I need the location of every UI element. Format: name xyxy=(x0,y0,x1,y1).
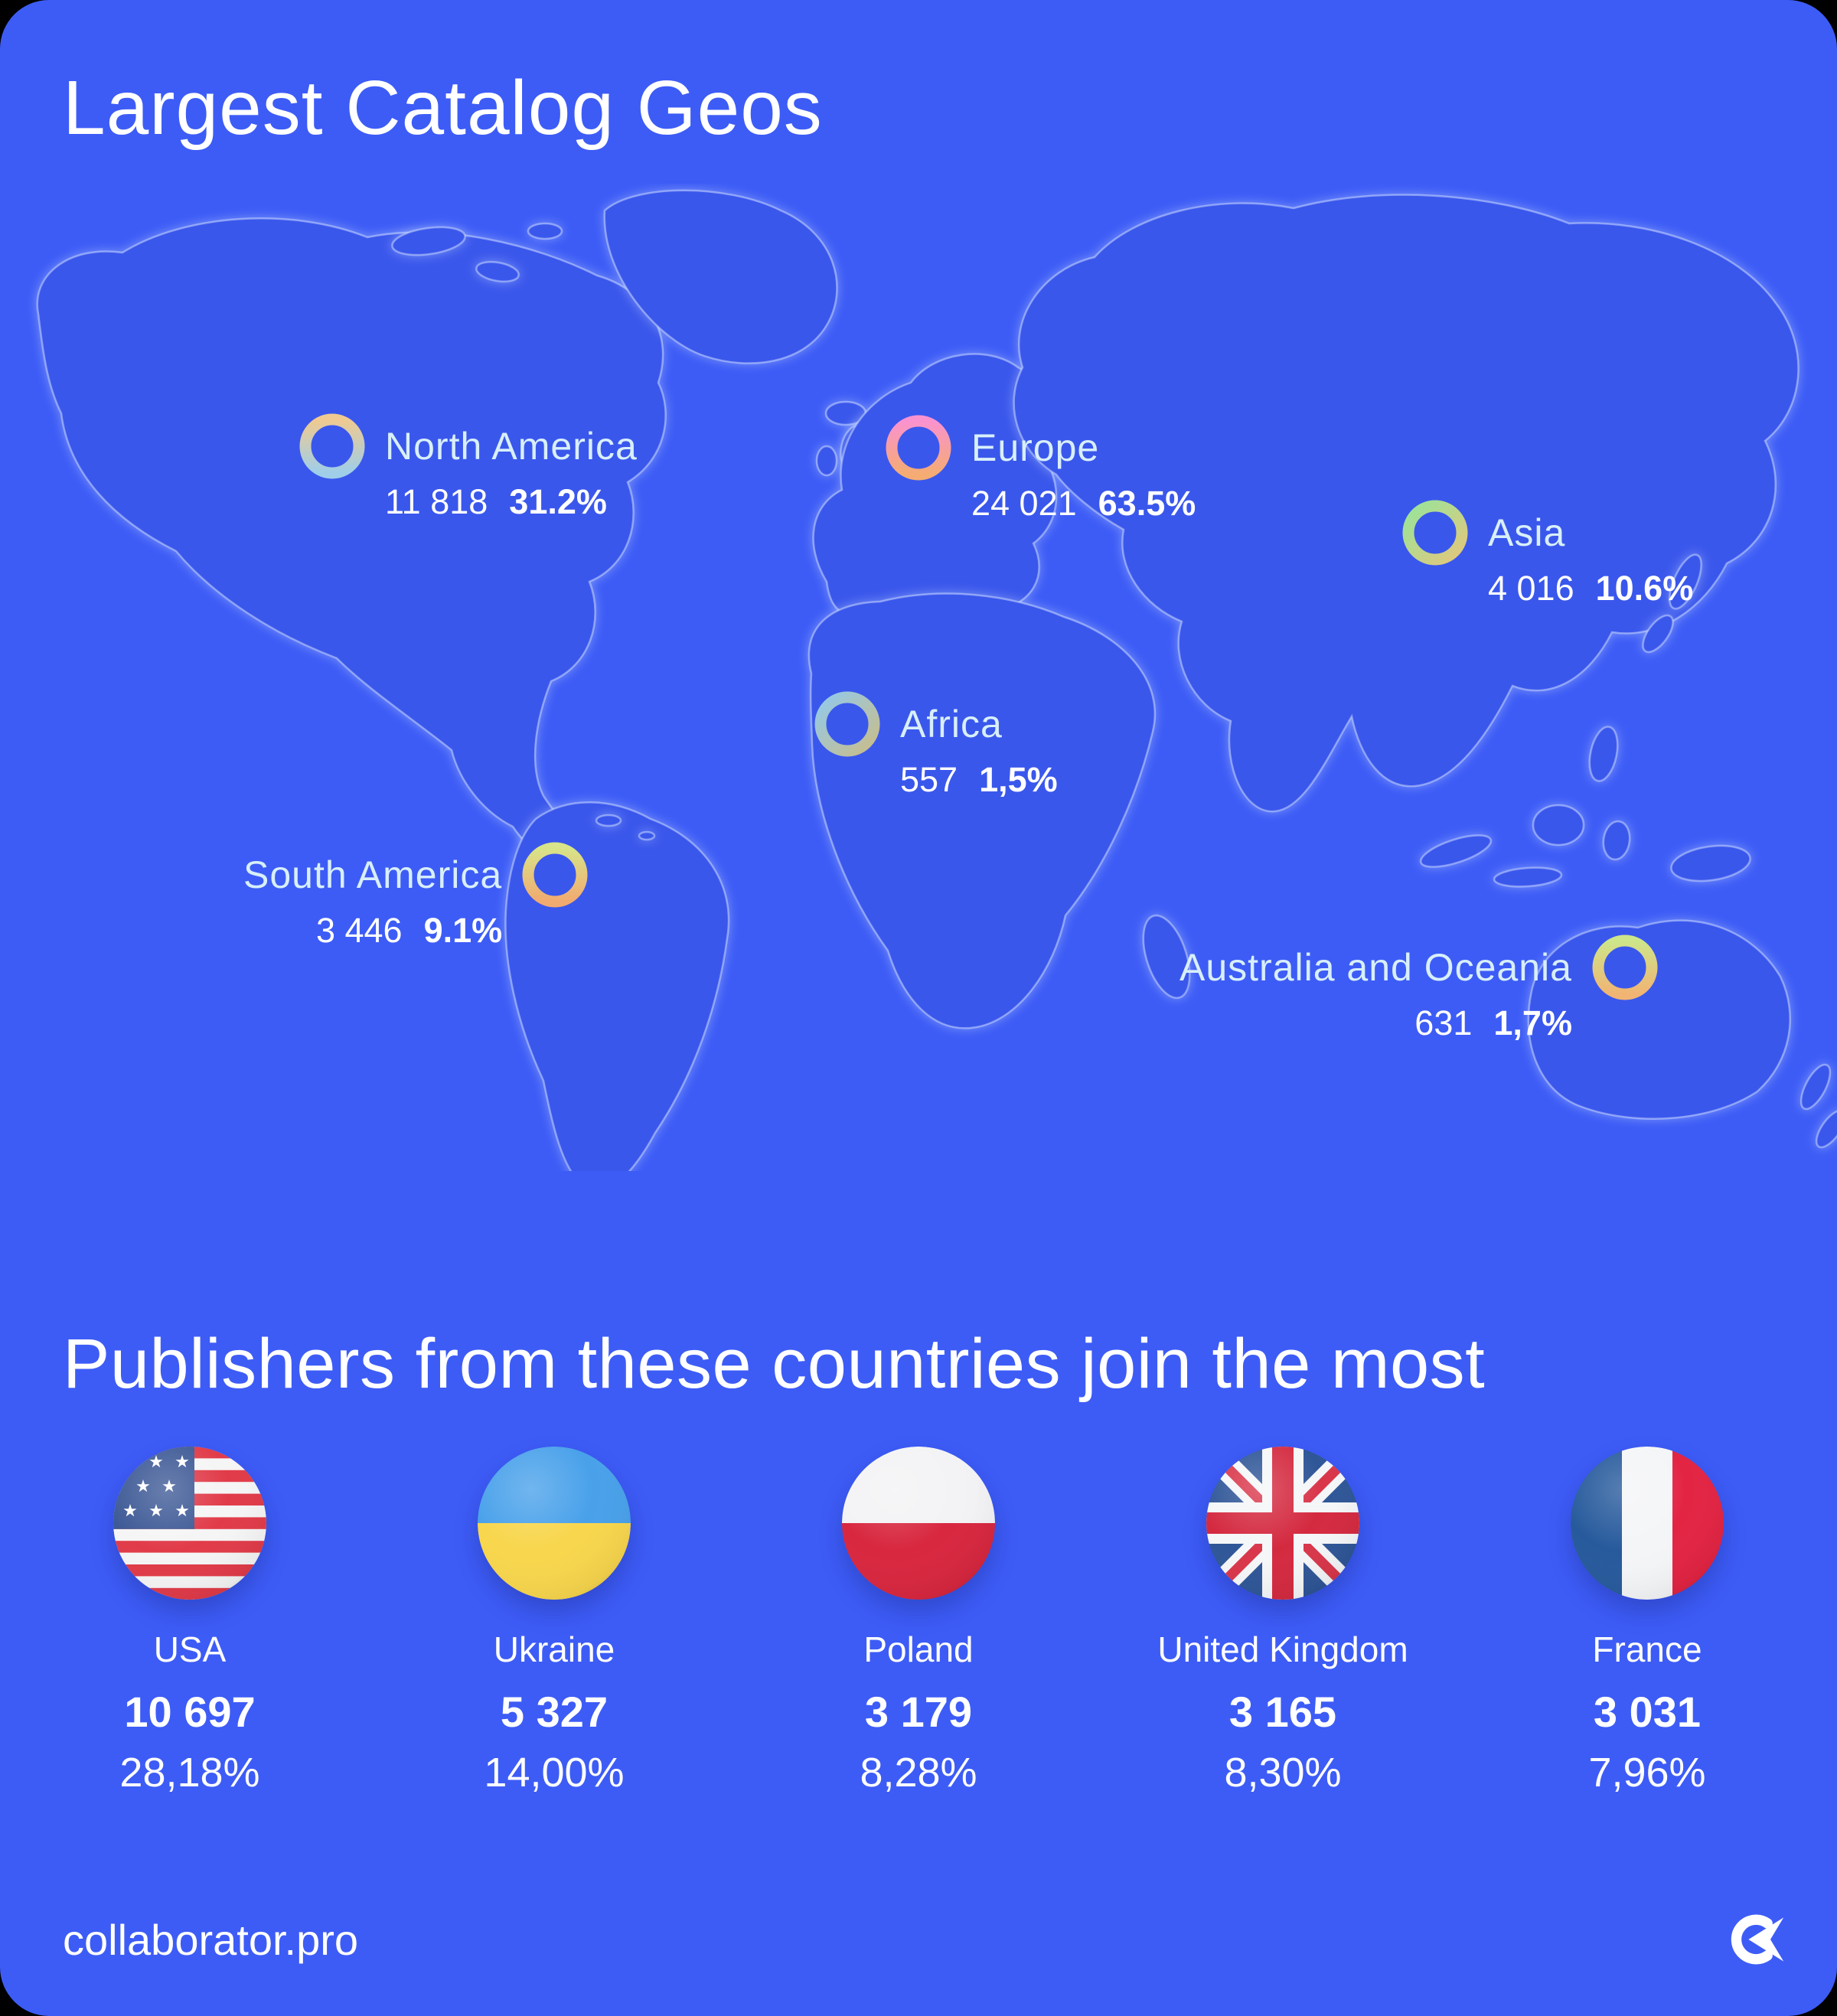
section-heading: Publishers from these countries join the… xyxy=(63,1325,1486,1403)
continent-north-america xyxy=(36,217,667,857)
region-marker-europe: Europe 24 021 63.5% xyxy=(886,415,1196,524)
country-percent: 8,28% xyxy=(860,1750,977,1796)
island-caribbean xyxy=(595,814,622,827)
site-url: collaborator.pro xyxy=(63,1915,359,1964)
region-value: 557 xyxy=(900,760,958,799)
island-sumatra xyxy=(1419,834,1493,868)
country-name: United Kingdom xyxy=(1157,1629,1408,1669)
region-ring-icon xyxy=(1592,935,1658,1000)
region-marker-north-america: North America 11 818 31.2% xyxy=(299,413,638,522)
continent-greenland xyxy=(603,189,838,364)
region-marker-south-america: South America 3 446 9.1% xyxy=(243,842,588,951)
island-madagascar xyxy=(1142,914,1191,1000)
country-count: 3 031 xyxy=(1593,1688,1702,1736)
island-borneo xyxy=(1532,804,1585,847)
country-percent: 8,30% xyxy=(1224,1750,1342,1796)
region-marker-asia: Asia 4 016 10.6% xyxy=(1402,500,1693,608)
country-card-usa: USA 10 697 28,18% xyxy=(8,1447,372,1796)
france-flag-icon xyxy=(1571,1447,1724,1600)
country-name: Ukraine xyxy=(493,1629,615,1669)
usa-flag-icon xyxy=(113,1447,266,1600)
country-count: 3 165 xyxy=(1228,1688,1337,1736)
island-java xyxy=(1493,866,1563,888)
country-count: 3 179 xyxy=(864,1688,973,1736)
continent-asia xyxy=(1013,194,1799,813)
collaborator-logo-icon xyxy=(1731,1914,1784,1965)
arctic-island xyxy=(475,260,520,283)
publisher-countries: USA 10 697 28,18% Ukraine 5 327 14,00% xyxy=(8,1447,1829,1796)
region-label: Asia xyxy=(1488,511,1566,554)
region-value: 4 016 xyxy=(1488,569,1574,608)
continent-africa xyxy=(808,592,1157,1029)
region-label: South America xyxy=(243,853,503,896)
region-value: 24 021 xyxy=(971,484,1077,523)
country-percent: 28,18% xyxy=(119,1750,260,1796)
country-count: 10 697 xyxy=(124,1688,256,1736)
country-card-poland: Poland 3 179 8,28% xyxy=(736,1447,1101,1796)
country-card-united-kingdom: United Kingdom 3 165 8,30% xyxy=(1101,1447,1465,1796)
island-ireland xyxy=(815,445,838,477)
region-marker-australia-oceania: Australia and Oceania 631 1,7% xyxy=(1180,935,1658,1043)
arctic-island xyxy=(527,222,563,240)
region-ring-icon xyxy=(299,413,365,479)
region-marker-africa: Africa 557 1,5% xyxy=(814,691,1058,800)
region-ring-icon xyxy=(522,842,588,908)
island-new-zealand xyxy=(1815,1109,1837,1149)
uk-flag-icon xyxy=(1206,1447,1359,1600)
region-label: Australia and Oceania xyxy=(1180,946,1572,989)
region-ring-icon xyxy=(814,691,880,757)
poland-flag-icon xyxy=(842,1447,995,1600)
world-map xyxy=(36,189,1837,1171)
region-percent: 1,7% xyxy=(1493,1003,1572,1042)
island-sulawesi xyxy=(1602,820,1631,861)
region-ring-icon xyxy=(886,415,951,481)
country-count: 5 327 xyxy=(500,1688,609,1736)
country-name: USA xyxy=(153,1629,227,1669)
country-name: France xyxy=(1592,1629,1702,1669)
island-japan xyxy=(1642,614,1674,654)
country-percent: 7,96% xyxy=(1588,1750,1706,1796)
arctic-island xyxy=(391,226,466,256)
region-percent: 1,5% xyxy=(979,760,1058,799)
region-value: 11 818 xyxy=(385,482,488,521)
ukraine-flag-icon xyxy=(478,1447,631,1600)
region-percent: 63.5% xyxy=(1098,484,1196,523)
page-title: Largest Catalog Geos xyxy=(63,65,823,151)
island-caribbean xyxy=(638,830,656,841)
island-new-guinea xyxy=(1670,844,1751,882)
island-philippines xyxy=(1588,726,1619,782)
region-percent: 9.1% xyxy=(423,911,503,950)
region-label: Europe xyxy=(971,426,1100,469)
island-new-zealand xyxy=(1799,1063,1832,1111)
region-label: Africa xyxy=(900,703,1003,745)
region-value: 3 446 xyxy=(315,911,403,950)
country-card-france: France 3 031 7,96% xyxy=(1465,1447,1829,1796)
region-label: North America xyxy=(385,425,638,468)
region-value: 631 xyxy=(1414,1003,1473,1042)
country-percent: 14,00% xyxy=(484,1750,625,1796)
region-percent: 31.2% xyxy=(509,482,607,521)
footer: collaborator.pro xyxy=(63,1903,1786,1976)
island-japan xyxy=(1669,553,1702,610)
region-ring-icon xyxy=(1402,500,1468,566)
continent-south-america xyxy=(504,801,730,1171)
country-name: Poland xyxy=(863,1629,974,1669)
region-percent: 10.6% xyxy=(1595,569,1694,608)
country-card-ukraine: Ukraine 5 327 14,00% xyxy=(372,1447,736,1796)
